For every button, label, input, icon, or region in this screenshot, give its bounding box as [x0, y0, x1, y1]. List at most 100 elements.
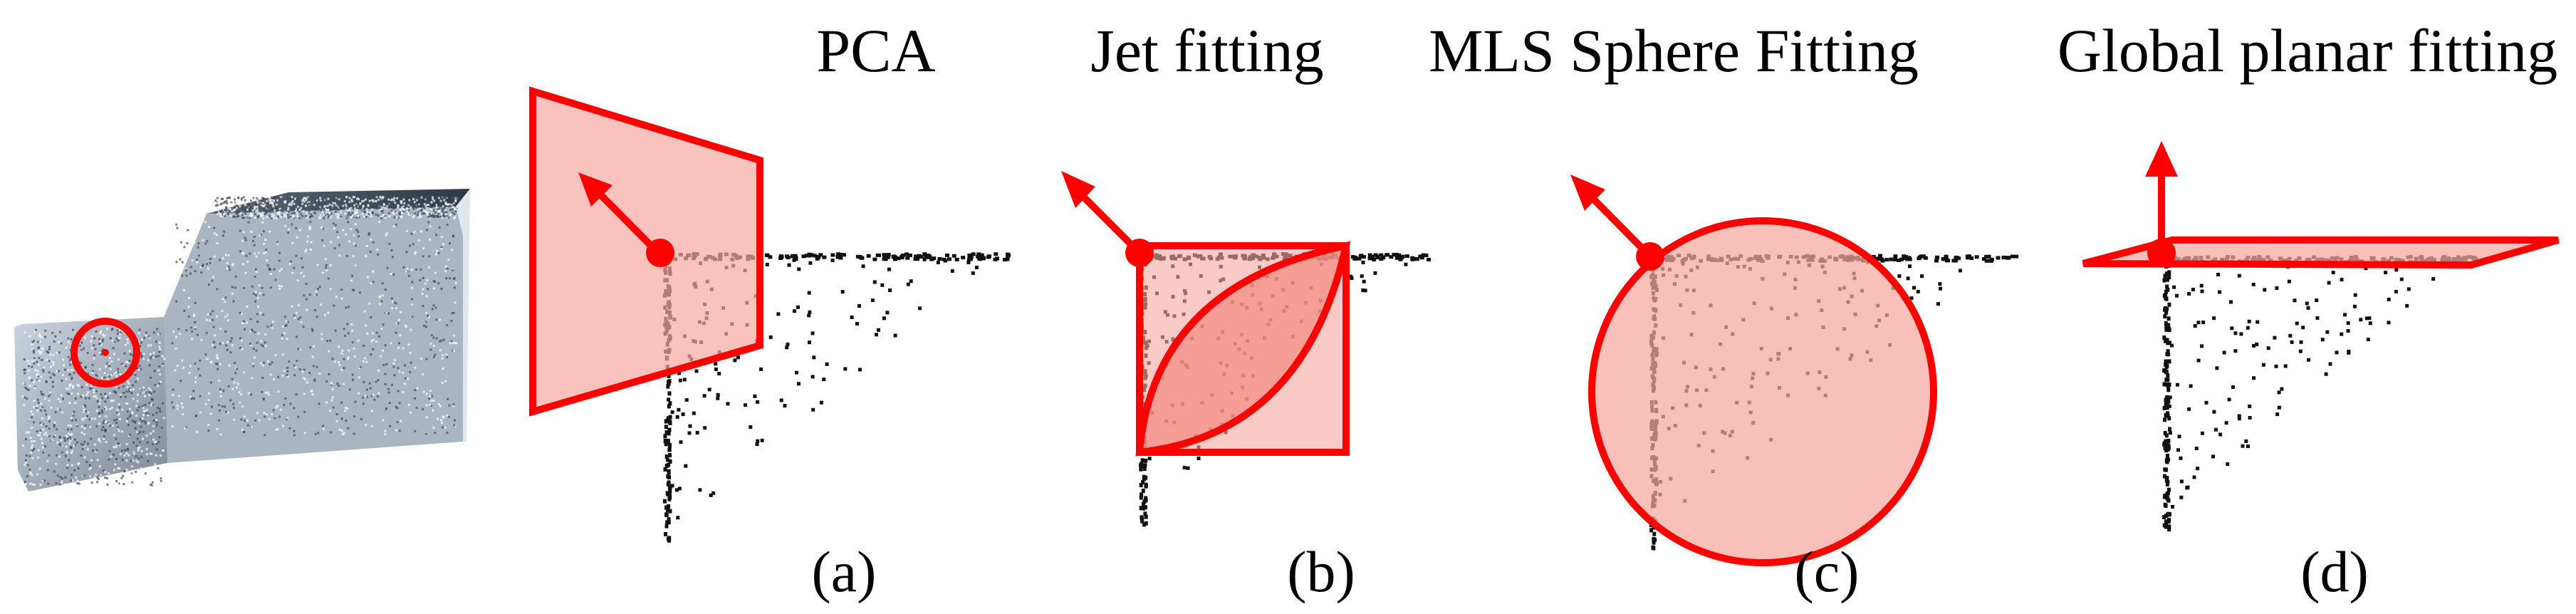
cloud-point	[976, 256, 981, 260]
car-speckle	[95, 330, 98, 333]
car-speckle	[448, 404, 451, 407]
car-speckle	[78, 343, 81, 345]
car-speckle	[409, 202, 412, 205]
car-speckle	[414, 212, 417, 215]
car-speckle	[262, 398, 265, 401]
car-speckle	[281, 374, 284, 377]
cloud-point	[2014, 254, 2019, 259]
car-speckle	[327, 197, 330, 200]
car-speckle	[219, 387, 221, 390]
car-speckle	[329, 410, 331, 412]
car-speckle	[327, 216, 330, 219]
car-speckle	[31, 440, 33, 443]
car-speckle	[250, 231, 253, 233]
car-speckle	[58, 408, 61, 411]
car-speckle	[426, 212, 428, 214]
car-speckle	[385, 207, 388, 209]
car-speckle	[33, 385, 36, 388]
car-speckle	[286, 338, 288, 340]
car-speckle	[442, 208, 445, 211]
cloud-point	[922, 257, 927, 261]
car-speckle	[256, 321, 259, 323]
cloud-point	[2212, 316, 2216, 321]
car-speckle	[48, 360, 51, 363]
car-speckle	[115, 458, 118, 460]
car-speckle	[430, 400, 433, 402]
car-speckle	[372, 241, 375, 244]
car-speckle	[36, 370, 39, 373]
car-speckle	[259, 213, 261, 215]
car-speckle	[126, 380, 129, 383]
car-speckle	[70, 417, 73, 420]
car-speckle	[300, 207, 303, 209]
car-speckle	[116, 371, 119, 374]
car-speckle	[41, 335, 43, 338]
car-speckle	[241, 405, 244, 408]
car-speckle	[336, 215, 339, 218]
cloud-point	[1871, 255, 1876, 259]
car-speckle	[219, 433, 222, 436]
car-speckle	[194, 380, 197, 383]
car-speckle	[98, 415, 101, 417]
car-speckle	[327, 277, 330, 280]
cloud-point	[2216, 273, 2220, 276]
car-speckle	[230, 201, 233, 204]
car-speckle	[158, 341, 161, 344]
cloud-point	[1375, 256, 1380, 259]
car-speckle	[338, 385, 340, 387]
car-speckle	[373, 197, 376, 199]
car-speckle	[24, 459, 27, 462]
car-speckle	[275, 197, 278, 200]
panel-label: (d)	[2300, 539, 2369, 604]
cloud-point	[810, 253, 815, 257]
car-speckle	[38, 467, 41, 470]
car-speckle	[318, 373, 321, 375]
car-speckle	[157, 407, 160, 410]
car-speckle	[379, 209, 382, 212]
car-front-body	[14, 317, 171, 491]
car-speckle	[308, 225, 311, 228]
car-speckle	[382, 213, 385, 216]
car-speckle	[455, 197, 458, 199]
cloud-point	[2164, 309, 2168, 314]
cloud-point	[667, 536, 672, 541]
car-speckle	[229, 340, 232, 343]
car-speckle	[429, 390, 432, 392]
car-speckle	[333, 247, 336, 250]
car-speckle	[441, 207, 444, 210]
car-speckle	[113, 469, 115, 472]
car-speckle	[372, 348, 375, 350]
car-speckle	[403, 202, 406, 204]
car-speckle	[355, 216, 358, 219]
car-speckle	[127, 387, 130, 390]
car-speckle	[234, 286, 236, 289]
car-speckle	[348, 197, 351, 199]
car-speckle	[234, 206, 236, 209]
car-speckle	[119, 331, 122, 334]
car-speckle	[252, 348, 255, 350]
car-speckle	[247, 204, 250, 207]
car-speckle	[72, 328, 74, 331]
car-speckle	[268, 196, 271, 199]
car-speckle	[145, 412, 147, 415]
car-speckle	[286, 200, 288, 203]
car-speckle	[271, 211, 273, 214]
car-speckle	[420, 196, 423, 199]
car-speckle	[227, 209, 230, 212]
car-speckle	[415, 268, 417, 271]
car-speckle	[324, 204, 327, 207]
car-speckle	[330, 383, 333, 385]
car-speckle	[329, 209, 332, 212]
cloud-point	[2167, 416, 2171, 421]
car-speckle	[294, 197, 297, 200]
car-speckle	[36, 378, 38, 380]
cloud-point	[2320, 338, 2325, 342]
car-speckle	[117, 413, 120, 416]
car-speckle	[387, 196, 390, 199]
car-speckle	[382, 197, 385, 199]
car-speckle	[262, 345, 265, 348]
car-speckle	[411, 281, 414, 283]
car-speckle	[185, 426, 187, 429]
cloud-point	[2252, 344, 2256, 348]
car-speckle	[137, 422, 140, 425]
